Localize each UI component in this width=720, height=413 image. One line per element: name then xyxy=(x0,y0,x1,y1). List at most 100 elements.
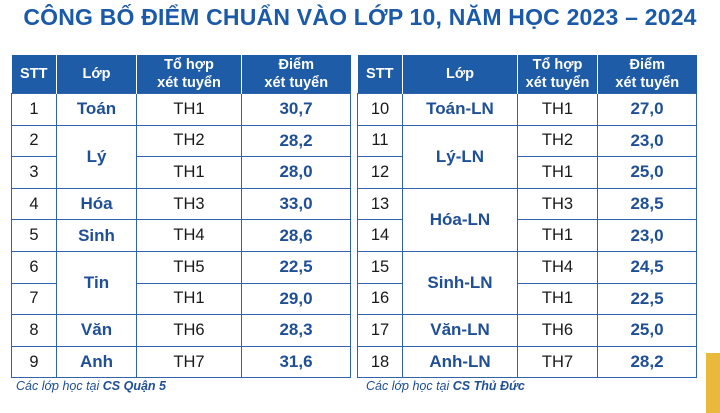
table-row: 17 Văn-LN TH6 25,0 xyxy=(357,314,697,347)
diem-cell: 31,6 xyxy=(241,345,351,379)
tohop-cell: TH3 xyxy=(136,187,242,221)
diem-cell: 28,5 xyxy=(597,187,697,221)
table-row: 2 Lý TH2 28,2 xyxy=(11,124,351,189)
stt-cell: 18 xyxy=(357,345,403,379)
lop-cell: Anh xyxy=(56,345,137,379)
table-header-row: STT Lớp Tổ hợp xét tuyển Điểm xét tuyển xyxy=(11,55,351,94)
diem-cell: 23,0 xyxy=(597,219,697,252)
diem-cell: 27,0 xyxy=(597,93,697,126)
footer-right-campus: CS Thủ Đức xyxy=(452,379,525,393)
tohop-cell: TH1 xyxy=(517,282,598,316)
tohop-cell: TH1 xyxy=(136,282,242,316)
diem-cell: 33,0 xyxy=(241,187,351,221)
stt-cell: 1 xyxy=(11,93,57,126)
tohop-cell: TH2 xyxy=(517,124,598,158)
tohop-cell: TH5 xyxy=(136,250,242,284)
stt-cell: 14 xyxy=(357,219,403,252)
table-row: 7 TH1 29,0 xyxy=(11,282,351,316)
header-diem-line1: Điểm xyxy=(278,57,314,73)
page-title: CÔNG BỐ ĐIỂM CHUẨN VÀO LỚP 10, NĂM HỌC 2… xyxy=(23,4,697,30)
header-tohop: Tổ hợp xét tuyển xyxy=(136,55,242,94)
tohop-cell: TH1 xyxy=(136,156,242,189)
table-row: 3 TH1 28,0 xyxy=(11,156,351,189)
corner-decoration xyxy=(706,353,720,413)
tohop-cell: TH6 xyxy=(517,314,598,347)
lop-cell: Tin xyxy=(56,250,137,316)
tohop-cell: TH1 xyxy=(517,219,598,252)
table-row: 6 Tin TH5 22,5 xyxy=(11,250,351,316)
tohop-cell: TH7 xyxy=(517,345,598,379)
diem-cell: 30,7 xyxy=(241,93,351,126)
stt-cell: 7 xyxy=(11,282,57,316)
table-row: 11 Lý-LN TH2 23,0 xyxy=(357,124,697,189)
admission-table-left: STT Lớp Tổ hợp xét tuyển Điểm xét tuyển 1 … xyxy=(11,55,351,379)
header-diem-line2: xét tuyển xyxy=(615,75,680,91)
header-lop: Lớp xyxy=(402,55,518,94)
footer-left-campus: CS Quận 5 xyxy=(102,379,166,393)
table-row: 4 Hóa TH3 33,0 xyxy=(11,187,351,221)
lop-cell: Toán-LN xyxy=(402,93,518,126)
table-row: 5 Sinh TH4 28,6 xyxy=(11,219,351,252)
table-row: 1 Toán TH1 30,7 xyxy=(11,93,351,126)
stt-cell: 11 xyxy=(357,124,403,158)
tohop-cell: TH3 xyxy=(517,187,598,221)
footer-right-prefix: Các lớp học tại xyxy=(366,379,453,393)
lop-cell: Anh-LN xyxy=(402,345,518,379)
header-stt: STT xyxy=(11,55,57,94)
tohop-cell: TH4 xyxy=(517,250,598,284)
header-lop: Lớp xyxy=(56,55,137,94)
footer-note-left: Các lớp học tại CS Quận 5 xyxy=(16,379,166,393)
lop-cell: Văn xyxy=(56,314,137,347)
tohop-cell: TH1 xyxy=(517,156,598,189)
table-row: 13 Hóa-LN TH3 28,5 xyxy=(357,187,697,252)
tohop-cell: TH6 xyxy=(136,314,242,347)
header-diem: Điểm xét tuyển xyxy=(241,55,351,94)
stt-cell: 15 xyxy=(357,250,403,284)
stt-cell: 10 xyxy=(357,93,403,126)
diem-cell: 28,0 xyxy=(241,156,351,189)
table-row: 9 Anh TH7 31,6 xyxy=(11,345,351,379)
diem-cell: 28,3 xyxy=(241,314,351,347)
lop-cell: Hóa-LN xyxy=(402,187,518,252)
table-row: 14 TH1 23,0 xyxy=(357,219,697,252)
stt-cell: 4 xyxy=(11,187,57,221)
header-tohop: Tổ hợp xét tuyển xyxy=(517,55,598,94)
table-row: 18 Anh-LN TH7 28,2 xyxy=(357,345,697,379)
admission-table-right: STT Lớp Tổ hợp xét tuyển Điểm xét tuyển 10… xyxy=(357,55,697,379)
tohop-cell: TH2 xyxy=(136,124,242,158)
header-diem-line1: Điểm xyxy=(629,57,665,73)
footer-note-right: Các lớp học tại CS Thủ Đức xyxy=(366,379,525,393)
stt-cell: 8 xyxy=(11,314,57,347)
table-row: 10 Toán-LN TH1 27,0 xyxy=(357,93,697,126)
stt-cell: 17 xyxy=(357,314,403,347)
tohop-cell: TH4 xyxy=(136,219,242,252)
table-row: 12 TH1 25,0 xyxy=(357,156,697,189)
lop-cell: Sinh xyxy=(56,219,137,252)
stt-cell: 2 xyxy=(11,124,57,158)
header-tohop-line1: Tổ hợp xyxy=(164,57,214,73)
stt-cell: 5 xyxy=(11,219,57,252)
lop-cell: Văn-LN xyxy=(402,314,518,347)
lop-cell: Lý xyxy=(56,124,137,189)
header-diem-line2: xét tuyển xyxy=(264,75,329,91)
tohop-cell: TH1 xyxy=(517,93,598,126)
header-tohop-line2: xét tuyển xyxy=(157,75,221,91)
diem-cell: 25,0 xyxy=(597,156,697,189)
diem-cell: 22,5 xyxy=(241,250,351,284)
stt-cell: 3 xyxy=(11,156,57,189)
tohop-cell: TH7 xyxy=(136,345,242,379)
table-header-row: STT Lớp Tổ hợp xét tuyển Điểm xét tuyển xyxy=(357,55,697,94)
table-row: 8 Văn TH6 28,3 xyxy=(11,314,351,347)
header-tohop-line1: Tổ hợp xyxy=(532,57,583,73)
stt-cell: 12 xyxy=(357,156,403,189)
tohop-cell: TH1 xyxy=(136,93,242,126)
lop-cell: Lý-LN xyxy=(402,124,518,189)
diem-cell: 24,5 xyxy=(597,250,697,284)
stt-cell: 13 xyxy=(357,187,403,221)
header-stt: STT xyxy=(357,55,403,94)
stt-cell: 9 xyxy=(11,345,57,379)
lop-cell: Toán xyxy=(56,93,137,126)
table-row: 16 TH1 22,5 xyxy=(357,282,697,316)
stt-cell: 16 xyxy=(357,282,403,316)
lop-cell: Sinh-LN xyxy=(402,250,518,316)
